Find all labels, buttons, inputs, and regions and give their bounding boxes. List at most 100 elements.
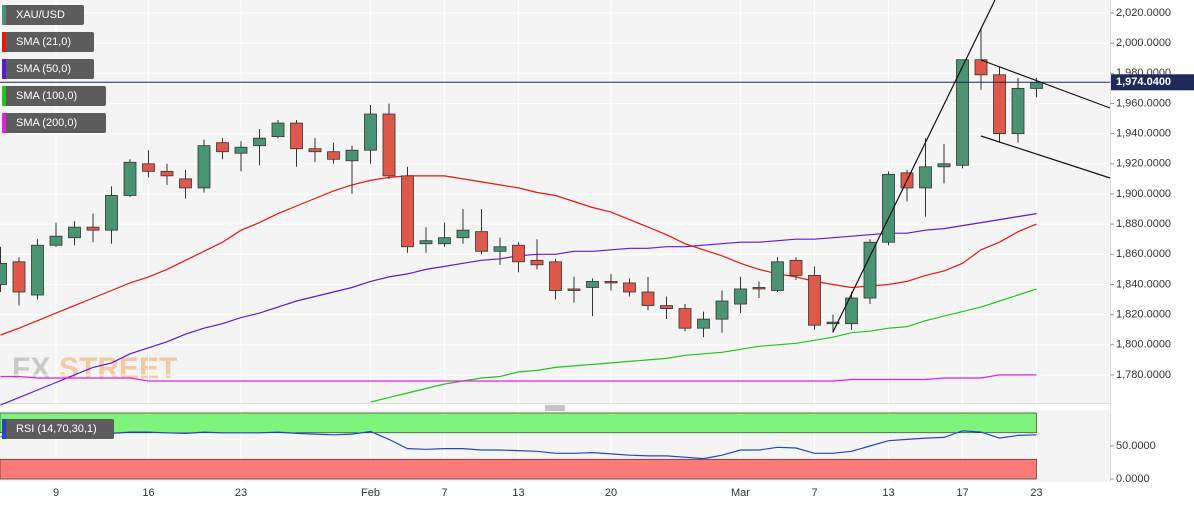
candle-body [271,122,285,138]
candle-body [31,244,44,296]
y-tick-label: 1,860.0000 [1116,248,1171,260]
x-tick-label: 23 [235,487,247,499]
candle-body [401,175,414,248]
candle-body [364,113,377,151]
y-tick-label: 1,940.0000 [1116,128,1171,140]
candle-body [734,288,747,305]
candle-body [216,142,229,153]
x-tick-label: Feb [361,487,380,499]
x-tick-label: 13 [882,487,894,499]
x-tick-label: Mar [731,487,750,499]
candle-body [789,259,803,276]
candle-body [0,262,7,285]
trendline [980,135,1111,179]
candle-body [105,195,118,231]
x-tick-label: 23 [1030,487,1042,499]
candle-body [345,149,359,162]
candle-body [697,318,710,329]
legend-swatch [2,5,6,25]
candle-body [123,161,137,196]
candle-body [586,281,599,288]
legend-label: XAU/USD [16,9,65,21]
y-tick-label: 50.0000 [1116,440,1156,452]
x-tick-label: 20 [605,487,617,499]
y-tick-label: 2,000.0000 [1116,37,1171,49]
legend-box [2,113,106,133]
watermark-fx: FX [12,352,50,385]
candle-body [641,291,655,306]
legend-swatch [2,113,6,133]
candle-body [327,151,340,160]
candle-body [68,226,81,239]
legend-swatch [2,32,6,52]
y-tick-label: 1,780.0000 [1116,369,1171,381]
candle-body [771,261,784,291]
rsi-line [0,430,1037,460]
trendline [832,0,996,333]
candle-body [512,244,525,263]
legend-label: RSI (14,70,30,1) [16,423,97,435]
y-tick-label: 1,820.0000 [1116,309,1171,321]
candle-body [142,163,155,172]
trendline [980,59,1111,109]
legend-label: SMA (50,0) [16,63,71,75]
candle-body [604,281,618,284]
oversold-zone [0,458,1037,480]
candle-body [253,137,266,147]
candle-body [623,282,636,293]
y-tick-label: 1,920.0000 [1116,158,1171,170]
candle-body [12,261,26,293]
candle-body [382,113,396,177]
candle-body [438,237,451,245]
candle-body [937,163,951,168]
candle-body [1011,87,1025,135]
candle-body [456,229,470,239]
y-tick-label: 0.0000 [1116,473,1150,485]
candle-body [549,261,562,291]
candle-body [179,178,192,189]
candle-body [956,59,969,166]
candle-body [993,74,1006,135]
legend-label: SMA (200,0) [16,117,77,129]
legend-swatch [2,419,6,439]
candle-body [974,59,988,76]
legend-label: SMA (21,0) [16,36,71,48]
current-price-label: 1,974.0400 [1116,76,1171,88]
overbought-zone [0,412,1037,434]
candle-body [567,288,581,291]
legend-swatch [2,86,6,106]
watermark-street: STREET [59,352,177,385]
trendlines [832,0,1111,333]
x-tick-label: 7 [811,487,817,499]
legend-box [2,59,94,79]
x-tick-label: 17 [956,487,968,499]
candle-body [290,122,303,150]
y-tick-label: 1,960.0000 [1116,97,1171,109]
x-tick-label: 7 [441,487,447,499]
x-tick-label: 13 [512,487,524,499]
sma-line [370,288,1037,403]
y-tick-label: 2,020.0000 [1116,7,1171,19]
y-tick-label: 1,840.0000 [1116,278,1171,290]
candle-body [475,231,488,252]
y-tick-label: 1,900.0000 [1116,188,1171,200]
y-tick-label: 1,800.0000 [1116,339,1171,351]
candle-body [919,166,932,189]
legend-box [2,5,84,25]
legend-label: SMA (100,0) [16,90,77,102]
x-tick-label: 9 [53,487,59,499]
x-tick-label: 16 [142,487,154,499]
candle-body [530,259,544,266]
candle-body [1030,81,1043,89]
candle-body [752,287,766,290]
candle-body [419,240,433,245]
candle-body [845,297,858,325]
candle-body [234,146,248,154]
candle-body [160,170,174,177]
candle-body [715,300,729,320]
legend-box [2,86,106,106]
candle-body [197,145,211,189]
candle-body [493,246,507,252]
legend-swatch [2,59,6,79]
